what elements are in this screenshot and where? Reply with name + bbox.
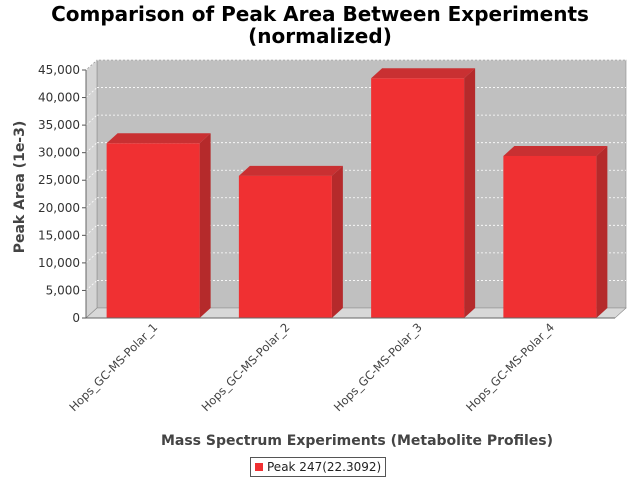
- bar-top: [106, 133, 211, 144]
- bar-side: [596, 145, 608, 318]
- bars: [106, 68, 608, 319]
- y-tick-label: 15,000: [38, 228, 80, 242]
- x-tick-label: Hops_GC-MS-Polar_2: [199, 320, 293, 414]
- y-tick-label: 25,000: [38, 173, 80, 187]
- y-tick-label: 45,000: [38, 63, 80, 77]
- bar-side: [199, 133, 211, 318]
- grid-line-side: [85, 280, 98, 291]
- left-wall: [85, 59, 98, 319]
- bar-top: [238, 165, 343, 176]
- bar-top: [503, 145, 608, 156]
- x-axis-label: Mass Spectrum Experiments (Metabolite Pr…: [161, 433, 553, 449]
- y-tick-label: 10,000: [38, 256, 80, 270]
- bar-front: [503, 155, 597, 318]
- y-tick-label: 5,000: [46, 283, 80, 297]
- bar: [503, 145, 608, 318]
- y-tick-label: 30,000: [38, 146, 80, 160]
- grid-line-side: [85, 252, 98, 264]
- bar-top: [371, 68, 476, 79]
- bar-side: [331, 165, 343, 318]
- x-tick-label: Hops_GC-MS-Polar_1: [66, 320, 160, 414]
- bar-front: [238, 175, 332, 318]
- y-tick-label: 35,000: [38, 118, 80, 132]
- x-tick-labels: Hops_GC-MS-Polar_1 Hops_GC-MS-Polar_2 Hops…: [66, 320, 557, 414]
- bar-front: [106, 143, 200, 318]
- legend: Peak 247(22.3092): [250, 457, 387, 477]
- axes: [82, 69, 615, 319]
- chart-title-line-2: (normalized): [248, 24, 392, 48]
- legend-label: Peak 247(22.3092): [267, 460, 382, 474]
- y-axis-label: Peak Area (1e-3): [12, 121, 28, 254]
- grid-line-side: [85, 114, 98, 126]
- grid-line-side: [85, 59, 98, 71]
- bar: [371, 68, 476, 319]
- bar-side: [464, 68, 476, 319]
- grid-line-side: [85, 225, 98, 236]
- x-tick-label: Hops_GC-MS-Polar_3: [331, 320, 425, 414]
- grid-line-side: [85, 169, 98, 181]
- bar: [238, 165, 343, 318]
- bar: [106, 133, 211, 318]
- grid-line-side: [85, 197, 98, 209]
- bar-front: [371, 78, 465, 319]
- chart-title-line-1: Comparison of Peak Area Between Experime…: [51, 2, 589, 26]
- y-tick-label: 40,000: [38, 91, 80, 105]
- grid-line-side: [85, 87, 98, 98]
- legend-swatch: [255, 463, 263, 471]
- y-tick-label: 0: [72, 311, 80, 325]
- x-tick-label: Hops_GC-MS-Polar_4: [463, 320, 557, 414]
- grid-line-side: [85, 142, 98, 153]
- y-tick-labels: 0 5,000 10,000 15,000 20,000 25,000 30,000 35,0…: [38, 63, 80, 325]
- y-tick-label: 20,000: [38, 201, 80, 215]
